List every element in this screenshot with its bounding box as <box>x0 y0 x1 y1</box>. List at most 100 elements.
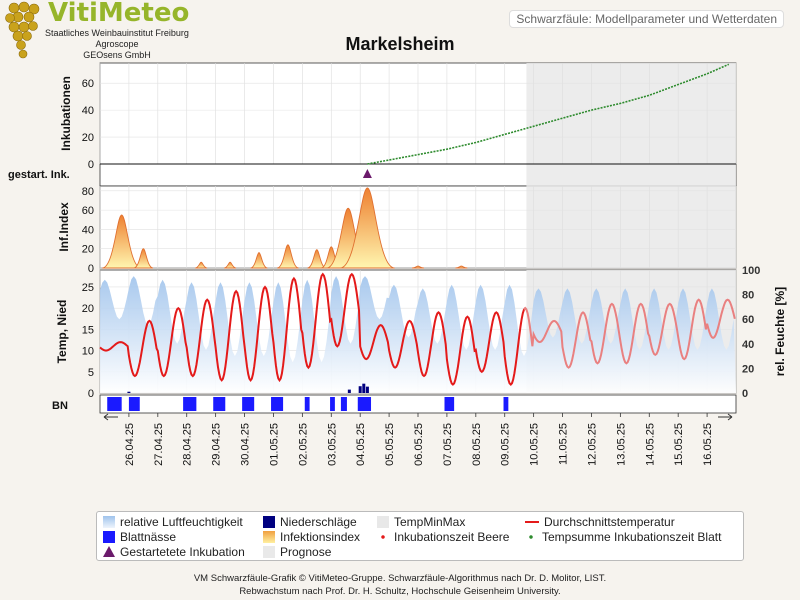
temp-tick-label: 0 <box>88 388 94 400</box>
incubation-tick-label: 60 <box>82 78 94 90</box>
legend-label: Infektionsindex <box>280 530 361 544</box>
leaf-wetness-bar <box>128 397 140 411</box>
temp-tick-label: 20 <box>82 303 94 315</box>
temperature-forecast-line <box>523 298 736 369</box>
infection-index-peak <box>250 252 268 269</box>
legend-item-prognose: Prognose <box>263 545 331 559</box>
x-tick-label: 12.05.25 <box>586 423 598 466</box>
incubation-axis-label: Inkubationen <box>59 76 73 151</box>
legend-label: Blattnässe <box>120 530 177 544</box>
weather-axis-label: Temp, Nied <box>55 300 69 364</box>
legend-label: Tempsumme Inkubationszeit Blatt <box>542 530 722 544</box>
x-tick-label: 15.05.25 <box>673 423 685 466</box>
footer-line-1: VM Schwarzfäule-Grafik © VitiMeteo-Grupp… <box>193 573 607 584</box>
legend-item-incubation-berry: Inkubationszeit Beere <box>377 530 509 544</box>
leaf-wetness-swatch <box>103 531 115 543</box>
leaf-wetness-bar <box>503 397 509 411</box>
incubation-tick-label: 20 <box>82 132 94 144</box>
precipitation-bar <box>358 386 362 393</box>
right-arrow-icon <box>718 413 733 421</box>
legend-item-temp-mean: Durchschnittstemperatur <box>525 515 675 529</box>
humidity-gradient-swatch <box>103 516 115 528</box>
humidity-tick-label: 0 <box>742 388 748 400</box>
infection-tick-label: 0 <box>88 263 94 275</box>
x-tick-label: 03.05.25 <box>326 423 338 466</box>
leaf-wetness-axis-label: BN <box>52 400 68 412</box>
legend-label: Prognose <box>280 545 332 559</box>
leaf-wetness-bar <box>357 397 372 411</box>
leaf-wetness-bar <box>340 397 347 411</box>
infection-tick-label: 20 <box>82 244 94 256</box>
x-tick-label: 07.05.25 <box>442 423 454 466</box>
precipitation-bar <box>365 386 369 393</box>
infection-index-peak <box>455 265 468 269</box>
legend-label: TempMinMax <box>394 515 466 529</box>
infection-index-peak <box>411 265 425 269</box>
humidity-tick-label: 60 <box>742 314 754 326</box>
legend-label: relative Luftfeuchtigkeit <box>120 515 243 529</box>
x-tick-label: 13.05.25 <box>615 423 627 466</box>
x-tick-label: 27.04.25 <box>153 423 165 466</box>
humidity-tick-label: 40 <box>742 339 754 351</box>
leaf-wetness-bar <box>271 397 284 411</box>
infection-tick-label: 80 <box>82 186 94 198</box>
incubation-curve <box>367 63 730 165</box>
prognose-shading <box>526 63 736 164</box>
humidity-area <box>100 276 736 393</box>
logo-title: VitiMeteo <box>48 0 190 28</box>
infection-index-peak <box>102 214 142 269</box>
footer-line-2: Rebwachstum nach Prof. Dr. H. Schultz, H… <box>239 586 561 597</box>
incubation-tick-label: 40 <box>82 105 94 117</box>
humidity-tick-label: 100 <box>742 265 760 277</box>
x-tick-label: 26.04.25 <box>124 423 136 466</box>
logo-line-geosens: GEOsens GmbH <box>83 50 151 60</box>
precipitation-bar <box>127 391 131 393</box>
legend-label: Inkubationszeit Beere <box>394 530 510 544</box>
prognose-shading <box>526 164 736 186</box>
infection-index-peak <box>277 244 299 269</box>
leaf-wetness-bar <box>444 397 455 411</box>
legend-label: Durchschnittstemperatur <box>544 515 675 529</box>
temp-tick-label: 25 <box>82 282 94 294</box>
infection-axis-label: Inf.Index <box>57 202 71 252</box>
infection-tick-label: 60 <box>82 205 94 217</box>
dot-swatch <box>377 531 389 543</box>
infection-index-peak <box>195 261 208 269</box>
legend-label: Niederschläge <box>280 515 357 529</box>
temp-tick-label: 15 <box>82 324 94 336</box>
triangle-swatch <box>103 546 115 557</box>
legend-item-started-incubation: Gestartetete Inkubation <box>103 545 245 559</box>
logo-line-agroscope: Agroscope <box>95 39 139 49</box>
x-tick-label: 11.05.25 <box>558 423 570 465</box>
temperature-line <box>99 272 528 386</box>
leaf-wetness-bar <box>107 397 122 411</box>
legend-item-infection-index: Infektionsindex <box>263 530 360 544</box>
legend-item-humidity: relative Luftfeuchtigkeit <box>103 515 243 529</box>
started-incubation-marker <box>362 169 372 178</box>
x-tick-label: 28.04.25 <box>182 423 194 466</box>
incubation-tick-label: 0 <box>88 159 94 171</box>
leaf-wetness-bar <box>213 397 226 411</box>
infection-index-peak <box>133 248 154 269</box>
x-tick-label: 10.05.25 <box>529 423 541 466</box>
x-tick-label: 16.05.25 <box>702 423 714 466</box>
precipitation-bar <box>347 389 351 393</box>
x-tick-label: 01.05.25 <box>268 423 280 466</box>
x-tick-label: 04.05.25 <box>355 423 367 466</box>
precipitation-bar <box>362 383 366 393</box>
legend-label: Gestartetete Inkubation <box>120 545 245 559</box>
station-title: Markelsheim <box>345 34 455 54</box>
leaf-wetness-bar <box>183 397 197 411</box>
prognose-swatch <box>263 546 275 558</box>
humidity-tick-label: 80 <box>742 290 754 302</box>
x-tick-label: 02.05.25 <box>297 423 309 466</box>
infection-index-swatch <box>263 531 275 543</box>
started-incubation-axis-label: gestart. Ink. <box>8 169 70 181</box>
x-tick-label: 06.05.25 <box>413 423 425 466</box>
dot-swatch <box>525 531 537 543</box>
leaf-wetness-bar <box>330 397 335 411</box>
legend-item-leaf-wetness: Blattnässe <box>103 530 176 544</box>
temp-minmax-swatch <box>377 516 389 528</box>
x-tick-label: 09.05.25 <box>500 423 512 466</box>
x-tick-label: 14.05.25 <box>644 423 656 466</box>
